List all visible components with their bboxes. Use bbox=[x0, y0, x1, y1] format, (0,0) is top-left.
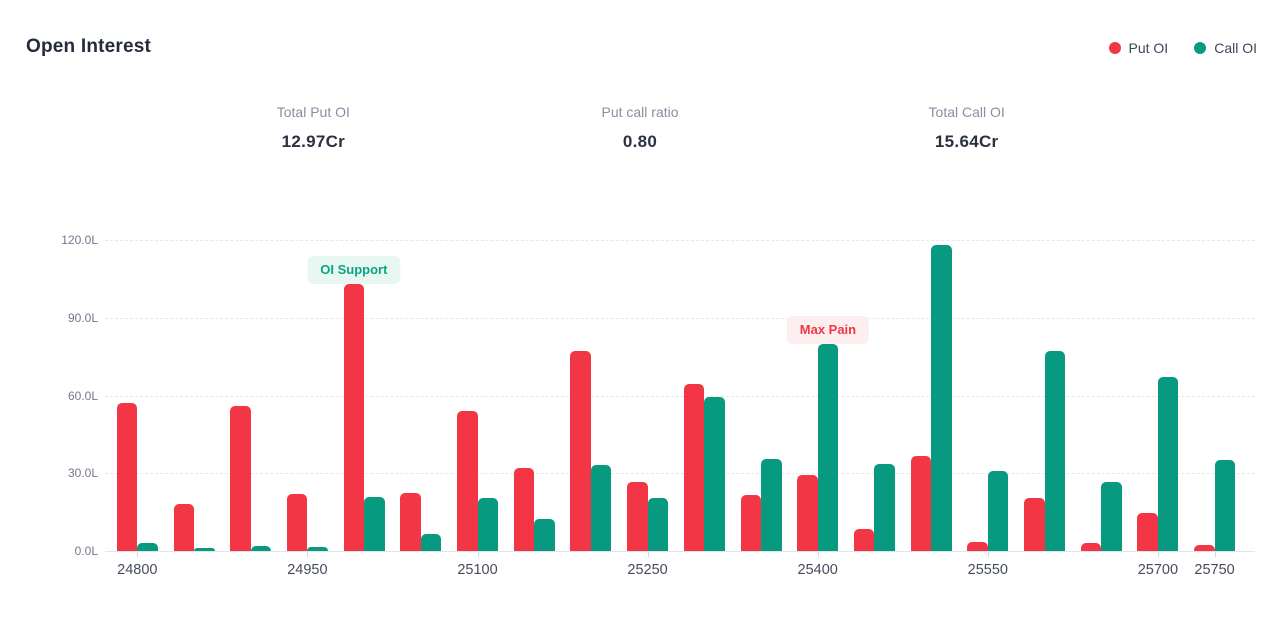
x-axis-tick bbox=[477, 552, 479, 557]
bar-call-25050[interactable] bbox=[420, 534, 442, 551]
stat-total-put-oi: Total Put OI 12.97Cr bbox=[150, 104, 477, 152]
summary-stats-row: Total Put OI 12.97Cr Put call ratio 0.80… bbox=[150, 104, 1130, 152]
gridline-120.0L bbox=[105, 240, 1255, 241]
bar-put-25750[interactable] bbox=[1194, 544, 1215, 551]
bar-call-24950[interactable] bbox=[307, 547, 328, 551]
bar-call-25650[interactable] bbox=[1101, 482, 1122, 551]
x-axis-label: 25400 bbox=[797, 562, 838, 578]
x-axis-label: 25550 bbox=[967, 562, 1008, 578]
bar-call-25750[interactable] bbox=[1214, 460, 1236, 551]
bar-call-25100[interactable] bbox=[477, 497, 498, 551]
bar-put-25250[interactable] bbox=[627, 482, 648, 551]
bar-put-25050[interactable] bbox=[400, 492, 421, 551]
x-axis-tick bbox=[987, 552, 989, 557]
y-axis-label: 60.0L bbox=[67, 388, 98, 403]
legend-item-put-oi[interactable]: Put OI bbox=[1108, 40, 1169, 56]
bar-call-25000[interactable] bbox=[364, 496, 385, 551]
gridline-30.0L bbox=[105, 473, 1255, 475]
put-oi-dot-icon bbox=[1108, 42, 1121, 54]
bar-call-25450[interactable] bbox=[874, 464, 895, 551]
bar-put-25000[interactable] bbox=[343, 284, 365, 551]
bar-put-25400[interactable] bbox=[797, 474, 818, 551]
gridline-90.0L bbox=[105, 317, 1255, 319]
annotation-max-pain: Max Pain bbox=[786, 315, 870, 344]
y-axis-label: 0.0L bbox=[74, 544, 98, 558]
x-axis-label: 25250 bbox=[627, 562, 668, 578]
stat-value: 12.97Cr bbox=[281, 132, 346, 151]
stat-label: Total Put OI bbox=[276, 104, 350, 120]
x-axis-tick bbox=[1214, 552, 1216, 557]
bar-call-25700[interactable] bbox=[1157, 377, 1179, 551]
bar-put-24800[interactable] bbox=[116, 403, 138, 551]
bar-call-25350[interactable] bbox=[761, 458, 782, 551]
bar-put-24900[interactable] bbox=[230, 405, 251, 551]
bar-put-25200[interactable] bbox=[570, 351, 591, 551]
bar-call-25250[interactable] bbox=[647, 497, 669, 551]
x-axis-label: 25750 bbox=[1194, 562, 1235, 578]
bar-call-25400[interactable] bbox=[817, 343, 839, 551]
chart-legend: Put OI Call OI bbox=[1108, 40, 1257, 56]
bar-call-24850[interactable] bbox=[194, 548, 215, 551]
bar-put-25350[interactable] bbox=[740, 495, 761, 551]
x-axis-tick bbox=[307, 552, 309, 557]
stat-total-call-oi: Total Call OI 15.64Cr bbox=[803, 104, 1130, 152]
x-axis-tick bbox=[137, 552, 139, 557]
legend-item-call-oi[interactable]: Call OI bbox=[1194, 40, 1257, 56]
y-axis-label: 120.0L bbox=[61, 233, 98, 247]
stat-value: 0.80 bbox=[622, 132, 658, 151]
bar-call-25150[interactable] bbox=[534, 518, 555, 551]
bar-put-25650[interactable] bbox=[1080, 543, 1102, 551]
legend-label: Put OI bbox=[1128, 40, 1169, 56]
gridline-60.0L bbox=[105, 395, 1255, 397]
bar-call-24900[interactable] bbox=[250, 545, 272, 551]
stat-label: Total Call OI bbox=[928, 104, 1005, 120]
bar-call-24800[interactable] bbox=[137, 543, 158, 551]
bar-call-25500[interactable] bbox=[931, 245, 952, 551]
stat-put-call-ratio: Put call ratio 0.80 bbox=[477, 104, 804, 152]
stat-value: 15.64Cr bbox=[934, 132, 999, 151]
bar-call-25300[interactable] bbox=[704, 396, 725, 551]
call-oi-dot-icon bbox=[1194, 42, 1207, 54]
y-axis-label: 90.0L bbox=[67, 310, 98, 325]
x-axis-label: 24950 bbox=[287, 562, 328, 578]
stat-label: Put call ratio bbox=[601, 104, 679, 120]
bar-put-25150[interactable] bbox=[513, 468, 535, 551]
gridline-0.0L bbox=[105, 551, 1255, 552]
x-axis-label: 25100 bbox=[457, 562, 498, 578]
bar-call-25600[interactable] bbox=[1044, 351, 1065, 551]
bar-put-25300[interactable] bbox=[683, 383, 705, 551]
annotation-oi-support: OI Support bbox=[307, 256, 401, 285]
x-axis-tick bbox=[1157, 552, 1159, 557]
bar-put-25700[interactable] bbox=[1137, 513, 1158, 551]
x-axis-label: 24800 bbox=[117, 562, 158, 578]
x-axis-label: 25700 bbox=[1137, 562, 1179, 578]
bar-put-25550[interactable] bbox=[967, 541, 988, 551]
legend-label: Call OI bbox=[1214, 40, 1257, 56]
bar-call-25550[interactable] bbox=[987, 470, 1009, 551]
bar-put-25450[interactable] bbox=[853, 528, 875, 551]
y-axis-label: 30.0L bbox=[67, 466, 98, 481]
x-axis-tick bbox=[647, 552, 649, 557]
bar-put-25500[interactable] bbox=[910, 456, 932, 551]
page-title: Open Interest bbox=[26, 36, 152, 57]
bar-put-25100[interactable] bbox=[457, 411, 478, 551]
x-axis-tick bbox=[817, 552, 819, 557]
bar-put-24850[interactable] bbox=[173, 504, 194, 551]
bar-put-24950[interactable] bbox=[286, 493, 308, 551]
bar-put-25600[interactable] bbox=[1024, 497, 1045, 551]
bar-call-25200[interactable] bbox=[590, 465, 612, 551]
